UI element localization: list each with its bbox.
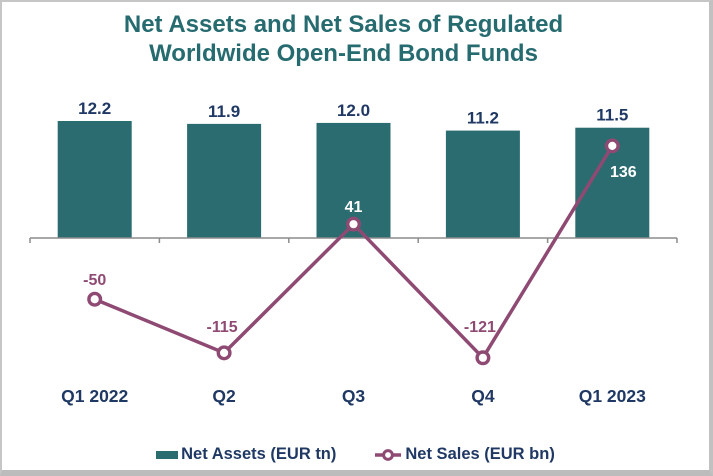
legend-label-net-assets: Net Assets (EUR tn) <box>181 445 337 463</box>
bar-q1-2022[interactable] <box>57 121 132 238</box>
combo-chart-plot-area: 12.2 11.9 12.0 11.2 11.5 Q1 2022 Q2 Q3 Q4 Q1 2023… <box>29 99 678 406</box>
chart-title: Net Assets and Net Sales of Regulated Wo… <box>123 11 564 67</box>
x-axis-label-q3: Q3 <box>342 386 366 406</box>
net-sales-value-label-q1-2023: 136 <box>610 164 637 181</box>
legend-label-net-sales: Net Sales (EUR bn) <box>405 445 555 463</box>
net-sales-marker-q2[interactable] <box>216 345 232 361</box>
x-axis-label-q1-2022: Q1 2022 <box>61 386 128 406</box>
bar-value-label-q1-2023: 11.5 <box>596 106 628 125</box>
bar-q4[interactable] <box>445 130 520 238</box>
net-sales-marker-q3[interactable] <box>346 216 362 232</box>
bar-q2[interactable] <box>187 123 262 238</box>
net-sales-value-label-q1-2022: -50 <box>83 272 106 289</box>
x-axis-label-q1-2023: Q1 2023 <box>579 386 646 406</box>
x-axis-label-q4: Q4 <box>471 386 495 406</box>
legend-item-net-assets[interactable]: Net Assets (EUR tn) <box>156 445 336 464</box>
net-sales-value-label-q4: -121 <box>464 319 496 336</box>
net-sales-value-label-q3: 41 <box>345 199 363 216</box>
net-sales-value-label-q2: -115 <box>207 319 238 336</box>
legend-item-net-sales[interactable]: Net Sales (EUR bn) <box>374 445 555 464</box>
net-sales-marker-icon <box>375 448 402 461</box>
bar-value-label-q2: 11.9 <box>208 102 240 121</box>
chart-legend: Net Assets (EUR tn) Net Sales (EUR bn) <box>2 445 709 464</box>
bar-value-label-q1-2022: 12.2 <box>78 99 111 118</box>
net-assets-swatch-icon <box>156 450 179 459</box>
x-axis-label-q2: Q2 <box>212 386 236 406</box>
bar-value-label-q3: 12.0 <box>337 101 370 120</box>
net-sales-marker-q1-2023[interactable] <box>604 138 620 154</box>
net-sales-marker-q1-2022[interactable] <box>87 291 103 307</box>
net-sales-marker-q4[interactable] <box>475 350 491 366</box>
bar-value-label-q4: 11.2 <box>467 109 499 128</box>
